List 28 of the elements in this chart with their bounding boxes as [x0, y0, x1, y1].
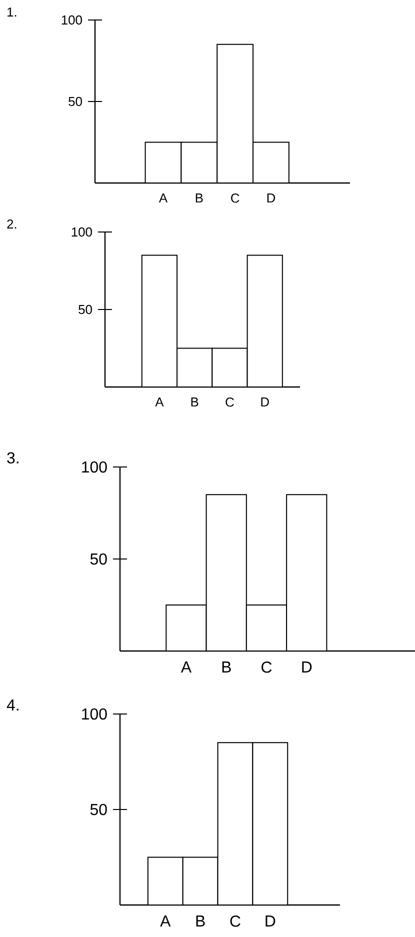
y-tick-label: 50 [90, 553, 107, 565]
text: 1. [8, 8, 16, 16]
x-tick-label: D [302, 662, 312, 672]
y-tick-label: 100 [82, 708, 107, 720]
y-tick-label: 100 [82, 461, 107, 473]
x-tick-label: B [191, 398, 198, 406]
x-tick-label: D [267, 194, 276, 202]
x-tick-label: B [222, 662, 231, 672]
x-tick-label: D [266, 916, 276, 926]
x-tick-label: C [231, 194, 240, 203]
text: 3. [7, 452, 18, 464]
y-tick-label: 50 [90, 804, 107, 816]
y-tick-label: 100 [62, 15, 82, 25]
y-tick-label: 50 [68, 96, 82, 106]
x-tick-label: A [155, 398, 164, 406]
x-tick-label: B [196, 194, 203, 202]
x-tick-label: C [226, 398, 234, 407]
y-tick-label: 100 [72, 227, 92, 237]
y-tick-label: 50 [78, 304, 92, 314]
x-tick-label: D [261, 398, 269, 406]
x-tick-label: B [196, 916, 205, 926]
text: 2. [7, 219, 16, 228]
x-tick-label: A [160, 916, 171, 926]
text: 4. [6, 700, 18, 710]
x-tick-label: A [158, 194, 168, 202]
x-tick-label: A [180, 662, 192, 672]
x-tick-label: C [262, 662, 272, 673]
x-tick-label: C [230, 916, 240, 927]
